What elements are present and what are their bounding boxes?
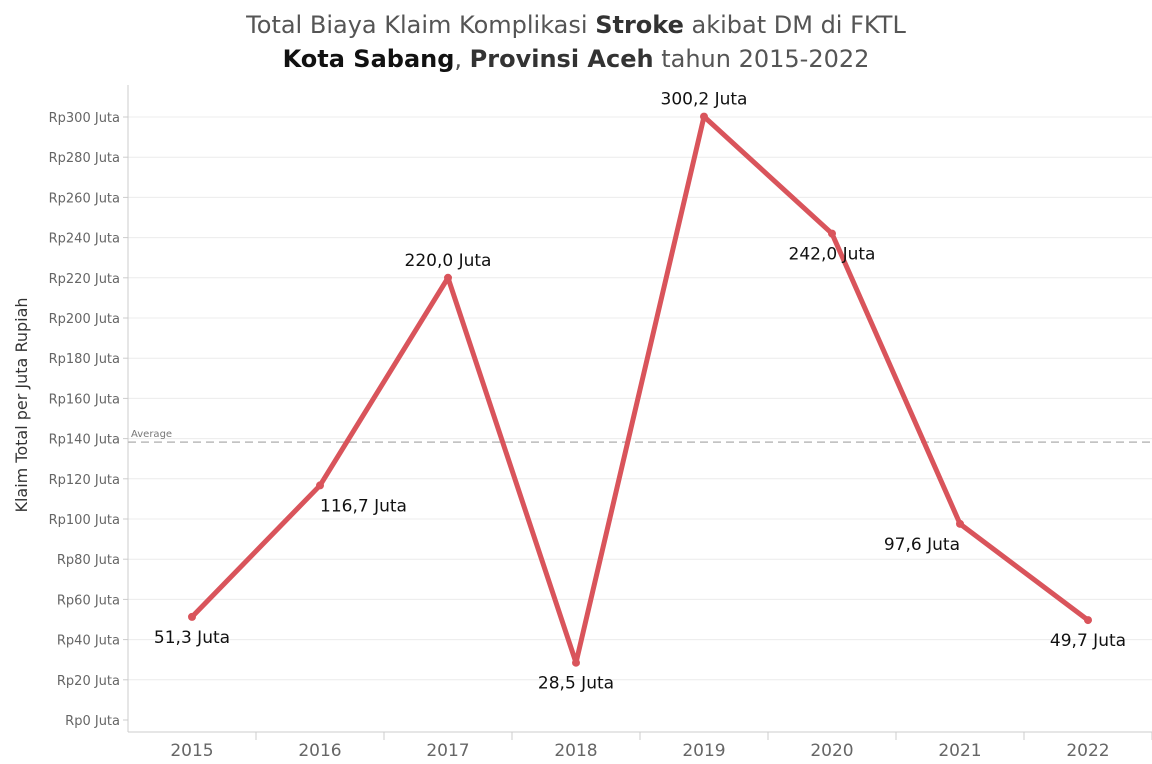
series-polyline — [189, 114, 1091, 666]
chart-title-line-2: Kota Sabang, Provinsi Aceh tahun 2015-20… — [283, 45, 870, 73]
xtick-label-2017: 2017 — [426, 741, 469, 761]
ytick-label-200: Rp200 Juta — [49, 312, 120, 327]
data-point-2017 — [444, 273, 452, 282]
ytick-label-140: Rp140 Juta — [49, 433, 120, 448]
ytick-label-20: Rp20 Juta — [57, 674, 120, 689]
title-segment-1: , — [454, 45, 469, 73]
ytick-label-80: Rp80 Juta — [57, 553, 120, 568]
title-segment-0: Total Biaya Klaim Komplikasi — [245, 11, 595, 39]
x-axis-ticks: 2015 2016 2017 2018 2019 2020 2021 2022 — [170, 732, 1152, 761]
data-label-2019: 300,2 Juta — [661, 90, 748, 110]
ytick-label-180: Rp180 Juta — [49, 352, 120, 367]
ytick-label-300: Rp300 Juta — [49, 111, 120, 126]
ytick-label-280: Rp280 Juta — [49, 151, 120, 166]
xtick-label-2021: 2021 — [938, 741, 981, 761]
xtick-label-2018: 2018 — [554, 741, 597, 761]
title-segment-2: Provinsi Aceh — [470, 45, 654, 73]
title-segment-0: Kota Sabang — [283, 45, 455, 73]
ytick-label-260: Rp260 Juta — [49, 191, 120, 206]
ytick-label-120: Rp120 Juta — [49, 473, 120, 488]
data-point-2015 — [188, 612, 196, 621]
title-segment-3: tahun 2015-2022 — [654, 45, 870, 73]
xtick-label-2016: 2016 — [298, 741, 341, 761]
data-labels: 51,3 Juta 116,7 Juta 220,0 Juta 28,5 Juta 30… — [154, 90, 1126, 694]
data-label-2020: 242,0 Juta — [789, 245, 876, 265]
title-segment-2: akibat DM di FKTL — [684, 11, 907, 39]
ytick-label-220: Rp220 Juta — [49, 272, 120, 287]
xtick-label-2015: 2015 — [170, 741, 213, 761]
data-point-2020 — [828, 229, 836, 238]
data-point-2016 — [316, 481, 324, 490]
chart-title-line-1: Total Biaya Klaim Komplikasi Stroke akib… — [245, 11, 906, 39]
ytick-label-100: Rp100 Juta — [49, 513, 120, 528]
ytick-label-40: Rp40 Juta — [57, 634, 120, 649]
data-label-2015: 51,3 Juta — [154, 628, 230, 648]
ytick-label-160: Rp160 Juta — [49, 392, 120, 407]
xtick-label-2020: 2020 — [810, 741, 853, 761]
axes — [127, 85, 1152, 733]
average-reference-line: Average — [128, 429, 1152, 443]
data-points — [188, 112, 1092, 667]
title-segment-1: Stroke — [595, 11, 684, 39]
data-point-2019 — [700, 112, 708, 121]
xtick-label-2022: 2022 — [1066, 741, 1109, 761]
series-line — [189, 114, 1091, 666]
data-label-2016: 116,7 Juta — [320, 496, 407, 516]
ytick-label-60: Rp60 Juta — [57, 593, 120, 608]
data-point-2018 — [572, 658, 580, 667]
data-label-2017: 220,0 Juta — [405, 251, 492, 271]
ytick-label-0: Rp0 Juta — [65, 714, 120, 729]
y-axis-ticks: Rp0 Juta Rp20 Juta Rp40 Juta Rp60 Juta Rp80 … — [49, 111, 128, 729]
data-label-2021: 97,6 Juta — [884, 535, 960, 555]
xtick-label-2019: 2019 — [682, 741, 725, 761]
average-label: Average — [131, 429, 172, 440]
ytick-label-240: Rp240 Juta — [49, 232, 120, 247]
data-label-2022: 49,7 Juta — [1050, 631, 1126, 651]
data-point-2022 — [1084, 616, 1092, 625]
data-label-2018: 28,5 Juta — [538, 674, 614, 694]
y-axis-label: Klaim Total per Juta Rupiah — [12, 297, 31, 512]
data-point-2021 — [956, 519, 964, 528]
gridlines — [128, 116, 1152, 681]
